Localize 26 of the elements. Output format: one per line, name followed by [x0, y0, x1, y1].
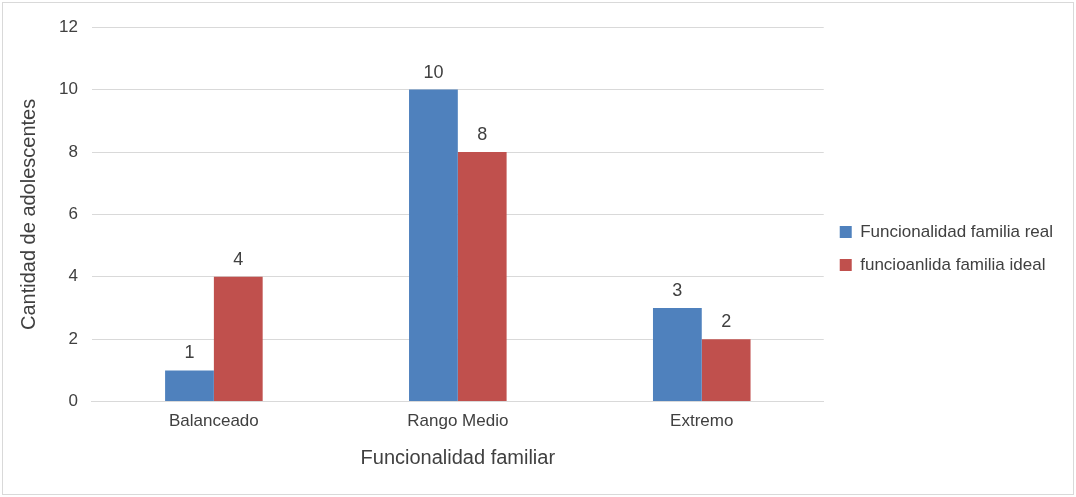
y-tick-label: 2: [68, 328, 78, 348]
data-label: 4: [233, 248, 244, 269]
x-axis-title: Funcionalidad familiar: [360, 445, 556, 468]
bar: [165, 370, 214, 402]
bar: [701, 339, 751, 402]
data-label: 10: [423, 61, 444, 82]
bar: [409, 89, 458, 402]
legend-label: Funcionalidad familia real: [860, 221, 1054, 241]
data-label: 2: [721, 311, 732, 332]
y-tick-label: 6: [68, 204, 78, 224]
bar: [457, 152, 507, 402]
bar: [213, 276, 263, 402]
y-tick-label: 8: [68, 141, 78, 161]
bar: [652, 308, 702, 402]
x-tick-label: Extremo: [670, 411, 734, 431]
data-label: 8: [477, 123, 488, 144]
x-tick-label: Rango Medio: [407, 411, 509, 431]
data-label: 1: [184, 342, 195, 363]
x-tick-label: Balanceado: [168, 411, 259, 431]
y-axis-title: Cantidad de adolescentes: [16, 98, 39, 331]
y-tick-label: 4: [68, 266, 78, 286]
y-tick-label: 12: [58, 16, 78, 36]
y-tick-label: 10: [58, 79, 78, 99]
legend-label: funcioanlida familia ideal: [860, 254, 1046, 274]
y-tick-label: 0: [68, 391, 78, 411]
data-label: 3: [672, 279, 683, 300]
